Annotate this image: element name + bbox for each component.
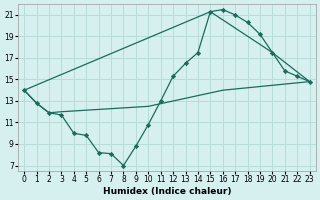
X-axis label: Humidex (Indice chaleur): Humidex (Indice chaleur): [103, 187, 231, 196]
